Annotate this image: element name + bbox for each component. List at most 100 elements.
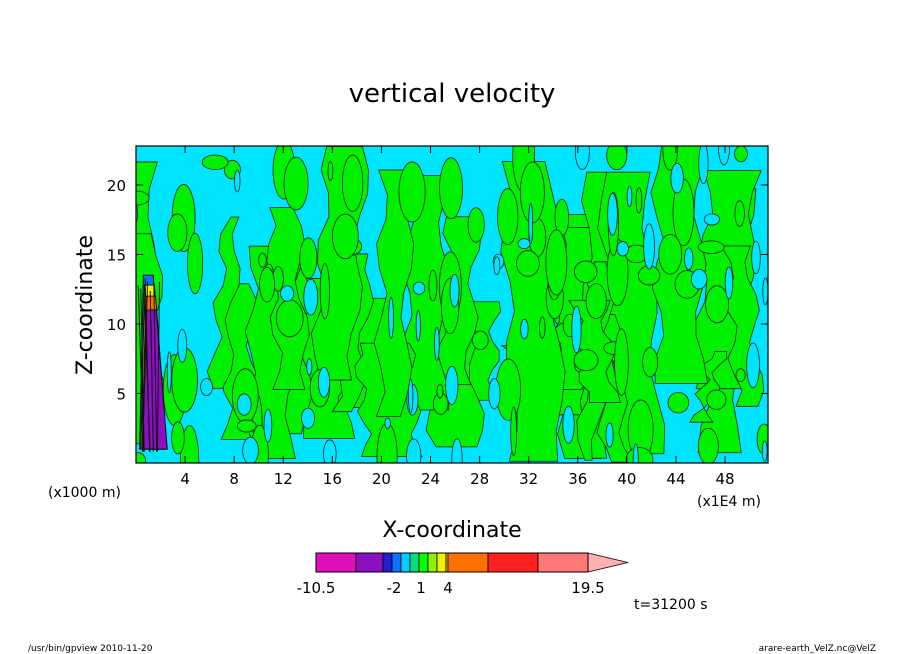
updraft-patch bbox=[573, 349, 599, 372]
colorbar-tick-label: 1 bbox=[416, 579, 426, 597]
y-tick-label: 5 bbox=[116, 385, 126, 403]
colorbar-segment bbox=[409, 552, 420, 573]
downdraft-patch bbox=[605, 422, 614, 448]
updraft-patch bbox=[299, 237, 318, 279]
updraft-patch bbox=[606, 146, 628, 171]
colorbar-tick-label: -10.5 bbox=[297, 579, 336, 597]
downdraft-patch bbox=[434, 326, 440, 361]
updraft-patch bbox=[319, 263, 330, 320]
downdraft-patch bbox=[388, 297, 394, 339]
updraft-patch bbox=[259, 266, 276, 303]
downdraft-patch bbox=[384, 417, 391, 429]
updraft-patch bbox=[436, 383, 444, 399]
updraft-patch bbox=[642, 347, 659, 378]
updraft-patch bbox=[705, 285, 730, 324]
updraft-patch bbox=[327, 161, 334, 182]
column-contour bbox=[143, 293, 151, 452]
x-tick-label: 28 bbox=[470, 470, 489, 488]
updraft-patch bbox=[625, 447, 654, 463]
downdraft-patch bbox=[234, 169, 241, 193]
plot-frame bbox=[135, 145, 769, 464]
downdraft-patch bbox=[528, 202, 534, 245]
colorbar-segment bbox=[436, 552, 447, 573]
velocity-field bbox=[136, 146, 768, 463]
updraft-patch bbox=[275, 299, 304, 338]
downdraft-patch bbox=[177, 328, 188, 363]
downdraft-patch bbox=[670, 162, 684, 194]
downdraft-patch bbox=[762, 277, 768, 306]
time-annotation: t=31200 s bbox=[634, 597, 708, 613]
updraft-patch bbox=[471, 330, 489, 351]
updraft-patch bbox=[635, 187, 643, 214]
downdraft-patch bbox=[751, 240, 761, 275]
downdraft-patch bbox=[684, 247, 694, 271]
column-contour bbox=[149, 291, 154, 452]
downdraft-patch bbox=[520, 318, 529, 340]
downdraft-patch bbox=[493, 256, 501, 276]
updraft-patch bbox=[236, 419, 257, 433]
downdraft-patch bbox=[632, 443, 639, 463]
updraft-patch bbox=[398, 161, 426, 223]
y-axis: 5 10 15 20 bbox=[107, 177, 768, 403]
updraft-patch bbox=[735, 368, 746, 383]
y-axis-label: Z-coordinate bbox=[73, 235, 98, 375]
downdraft-patch bbox=[449, 273, 460, 308]
updraft-patch bbox=[180, 425, 200, 463]
downdraft-patch bbox=[306, 358, 313, 376]
downdraft-patch bbox=[301, 407, 315, 429]
colorbar-tick-label: -2 bbox=[387, 579, 402, 597]
updraft-patch bbox=[201, 154, 229, 170]
downdraft-patch bbox=[408, 379, 414, 413]
downdraft-patch bbox=[607, 192, 618, 236]
x-unit-label: (x1E4 m) bbox=[697, 494, 761, 510]
footer-right: arare-earth_VelZ.nc@VelZ bbox=[759, 644, 876, 654]
column-contour bbox=[137, 285, 145, 452]
updraft-patch bbox=[439, 157, 463, 220]
updraft-patch bbox=[467, 207, 485, 243]
chart-title: vertical velocity bbox=[349, 79, 556, 109]
colorbar bbox=[315, 552, 629, 573]
downdraft-patch bbox=[317, 366, 330, 398]
updraft-patch bbox=[516, 250, 540, 277]
colorbar-segment bbox=[487, 552, 539, 573]
colorbar-segment bbox=[418, 552, 429, 573]
colorbar-segment bbox=[355, 552, 384, 573]
downdraft-patch bbox=[263, 408, 273, 443]
colorbar-segment bbox=[382, 552, 393, 573]
downdraft-patch bbox=[445, 365, 459, 406]
colorbar-frame bbox=[315, 552, 589, 573]
downdraft-patch bbox=[574, 146, 590, 170]
downdraft-patch bbox=[643, 223, 655, 270]
colorbar-segment bbox=[400, 552, 411, 573]
x-axis-label: X-coordinate bbox=[382, 518, 521, 543]
x-tick-label: 48 bbox=[716, 470, 735, 488]
updraft-patch bbox=[428, 269, 438, 302]
updraft-patch bbox=[497, 188, 519, 245]
downdraft-patch bbox=[242, 436, 259, 463]
downdraft-patch bbox=[626, 186, 633, 208]
updraft-patch bbox=[573, 260, 598, 283]
downdraft-patch bbox=[303, 278, 319, 316]
updraft-patch bbox=[187, 232, 204, 295]
updraft-patch bbox=[706, 389, 727, 410]
x-tick-label: 36 bbox=[568, 470, 587, 488]
updraft-patch bbox=[341, 154, 364, 212]
downdraft-patch bbox=[236, 393, 252, 416]
downdraft-patch bbox=[616, 241, 629, 257]
y-tick-label: 10 bbox=[107, 316, 126, 334]
updraft-patch bbox=[734, 200, 745, 227]
updraft-patch bbox=[697, 240, 725, 254]
downdraft-patch bbox=[690, 268, 708, 290]
downdraft-patch bbox=[761, 440, 768, 462]
downdraft-patch bbox=[562, 405, 575, 444]
downdraft-patch bbox=[488, 378, 501, 410]
footer-left: /usr/bin/gpview 2010-11-20 bbox=[28, 644, 153, 654]
downdraft-patch bbox=[415, 310, 421, 342]
y-unit-label: (x1000 m) bbox=[48, 485, 121, 501]
downdraft-patch bbox=[517, 238, 531, 250]
downdraft-patch bbox=[724, 266, 734, 300]
x-tick-label: 8 bbox=[229, 470, 239, 488]
x-tick-label: 20 bbox=[372, 470, 391, 488]
updraft-patch bbox=[136, 190, 150, 206]
